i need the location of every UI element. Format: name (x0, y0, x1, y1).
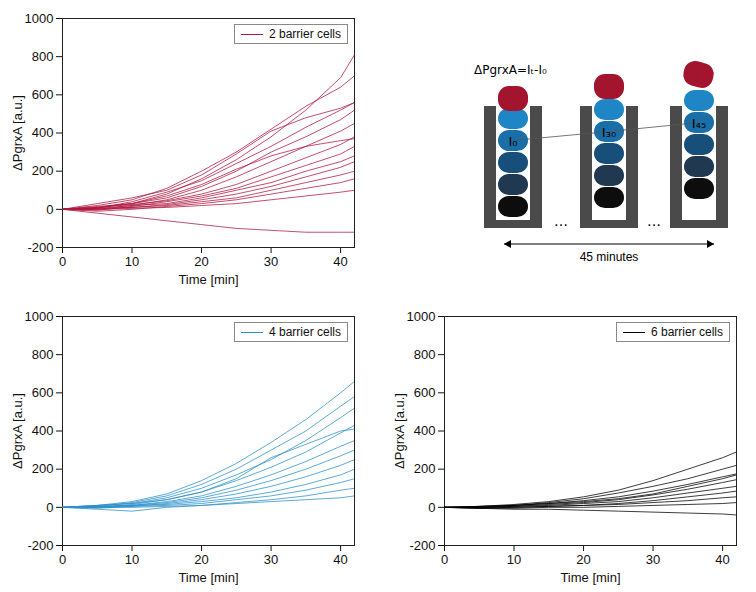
svg-text:1000: 1000 (25, 309, 54, 324)
svg-text:20: 20 (194, 254, 208, 269)
svg-text:Time [min]: Time [min] (178, 570, 238, 585)
svg-text:-200: -200 (27, 240, 53, 255)
svg-text:30: 30 (264, 254, 278, 269)
svg-text:10: 10 (507, 552, 521, 567)
svg-text:400: 400 (32, 125, 54, 140)
svg-text:…: … (647, 213, 661, 229)
svg-text:-200: -200 (409, 538, 435, 553)
svg-text:800: 800 (32, 49, 54, 64)
svg-text:800: 800 (32, 347, 54, 362)
svg-text:40: 40 (333, 254, 347, 269)
svg-text:20: 20 (576, 552, 590, 567)
svg-text:30: 30 (264, 552, 278, 567)
svg-text:10: 10 (125, 552, 139, 567)
svg-text:-200: -200 (27, 538, 53, 553)
svg-text:10: 10 (125, 254, 139, 269)
svg-text:0: 0 (59, 254, 66, 269)
svg-text:1000: 1000 (25, 11, 54, 26)
svg-text:40: 40 (715, 552, 729, 567)
svg-text:40: 40 (333, 552, 347, 567)
svg-text:600: 600 (32, 87, 54, 102)
svg-text:0: 0 (46, 499, 53, 514)
svg-text:ΔPgrxA [a.u.]: ΔPgrxA [a.u.] (10, 393, 25, 469)
svg-text:…: … (554, 213, 568, 229)
svg-text:I₄₅: I₄₅ (692, 116, 706, 131)
svg-text:Time [min]: Time [min] (560, 570, 620, 585)
svg-text:800: 800 (414, 347, 436, 362)
svg-text:0: 0 (441, 552, 448, 567)
svg-text:45 minutes: 45 minutes (580, 250, 639, 263)
html-text:6 barrier cells: 6 barrier cells (651, 325, 723, 339)
svg-text:Time [min]: Time [min] (178, 272, 238, 287)
svg-text:30: 30 (646, 552, 660, 567)
svg-text:400: 400 (414, 423, 436, 438)
svg-text:600: 600 (414, 385, 436, 400)
svg-text:ΔPgrxA [a.u.]: ΔPgrxA [a.u.] (392, 393, 407, 469)
svg-text:20: 20 (194, 552, 208, 567)
svg-text:1000: 1000 (407, 309, 436, 324)
svg-text:400: 400 (32, 423, 54, 438)
svg-text:ΔPgrxA [a.u.]: ΔPgrxA [a.u.] (10, 95, 25, 171)
svg-text:200: 200 (414, 461, 436, 476)
svg-text:200: 200 (32, 461, 54, 476)
svg-text:I₃₀: I₃₀ (602, 125, 616, 140)
svg-text:0: 0 (46, 201, 53, 216)
html-text:4 barrier cells: 4 barrier cells (269, 325, 341, 339)
svg-text:0: 0 (428, 499, 435, 514)
svg-text:200: 200 (32, 163, 54, 178)
html-text:2 barrier cells: 2 barrier cells (269, 27, 341, 41)
svg-text:I₀: I₀ (508, 134, 517, 149)
svg-text:ΔPgrxA=Iₜ-I₀: ΔPgrxA=Iₜ-I₀ (474, 63, 547, 77)
svg-text:0: 0 (59, 552, 66, 567)
svg-text:600: 600 (32, 385, 54, 400)
